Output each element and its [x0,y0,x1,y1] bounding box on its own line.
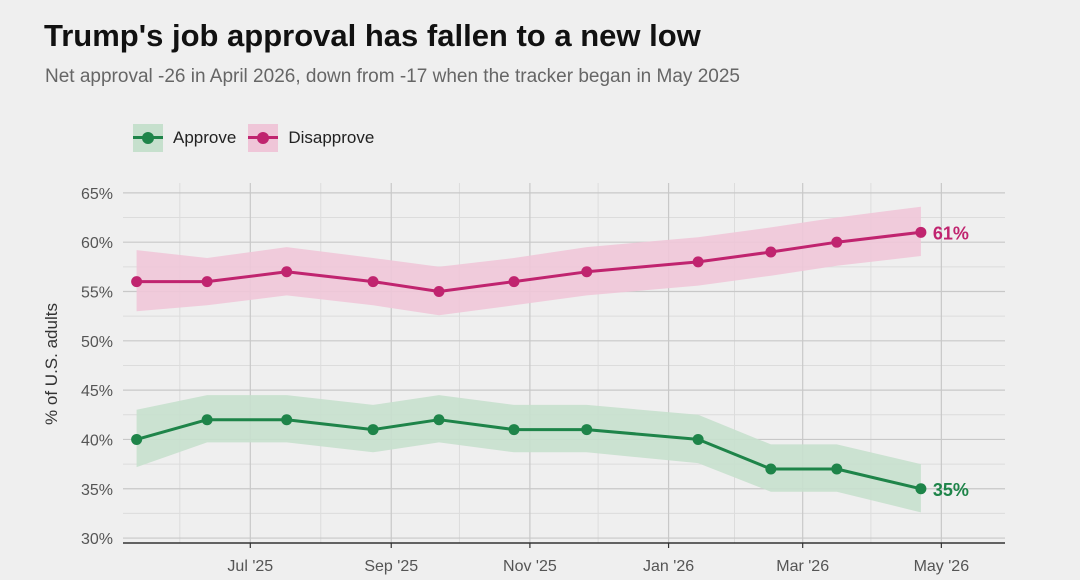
data-point-disapprove [131,276,143,288]
x-tick-label: May '26 [914,558,970,575]
data-point-approve [201,414,213,426]
chart-subtitle: Net approval -26 in April 2026, down fro… [45,66,740,87]
y-axis-label: % of U.S. adults [42,303,61,425]
y-tick-label: 40% [81,432,113,449]
legend-key-disapprove [248,124,279,152]
data-point-approve [131,433,143,445]
legend-item-approve: Approve [133,124,236,152]
data-point-disapprove [692,256,704,268]
x-tick-label: Jan '26 [643,558,694,575]
y-tick-label: 45% [81,383,113,400]
data-point-approve [915,483,927,495]
legend-key-approve [133,124,163,152]
x-tick-label: Nov '25 [503,558,557,575]
confidence-band-disapprove [136,206,921,316]
data-point-disapprove [433,285,445,297]
data-point-disapprove [508,276,520,288]
data-point-approve [508,424,520,436]
data-point-approve [831,463,843,475]
y-tick-label: 30% [81,531,113,548]
legend-label-disapprove: Disapprove [288,128,375,147]
y-tick-label: 65% [81,186,113,203]
data-point-approve [692,433,704,445]
end-label-approve: 35% [933,480,969,500]
data-point-approve [765,463,777,475]
legend-item-disapprove: Disapprove [248,124,374,152]
data-point-disapprove [581,266,593,278]
y-tick-label: 35% [81,482,113,499]
chart-legend: Approve Disapprove [133,124,386,152]
y-tick-label: 50% [81,334,113,351]
x-tick-label: Mar '26 [776,558,829,575]
data-point-disapprove [281,266,293,278]
x-tick-label: Sep '25 [364,558,418,575]
legend-label-approve: Approve [173,128,237,147]
data-point-approve [581,424,593,436]
y-tick-label: 60% [81,235,113,252]
y-tick-label: 55% [81,284,113,301]
x-tick-label: Jul '25 [227,558,273,575]
data-point-disapprove [915,226,927,238]
data-point-approve [281,414,293,426]
data-point-disapprove [201,276,213,288]
data-point-disapprove [831,236,843,248]
data-point-approve [367,424,379,436]
data-point-disapprove [765,246,777,258]
end-label-disapprove: 61% [933,223,969,243]
data-point-disapprove [367,276,379,288]
chart-title: Trump's job approval has fallen to a new… [44,18,701,53]
data-point-approve [433,414,445,426]
